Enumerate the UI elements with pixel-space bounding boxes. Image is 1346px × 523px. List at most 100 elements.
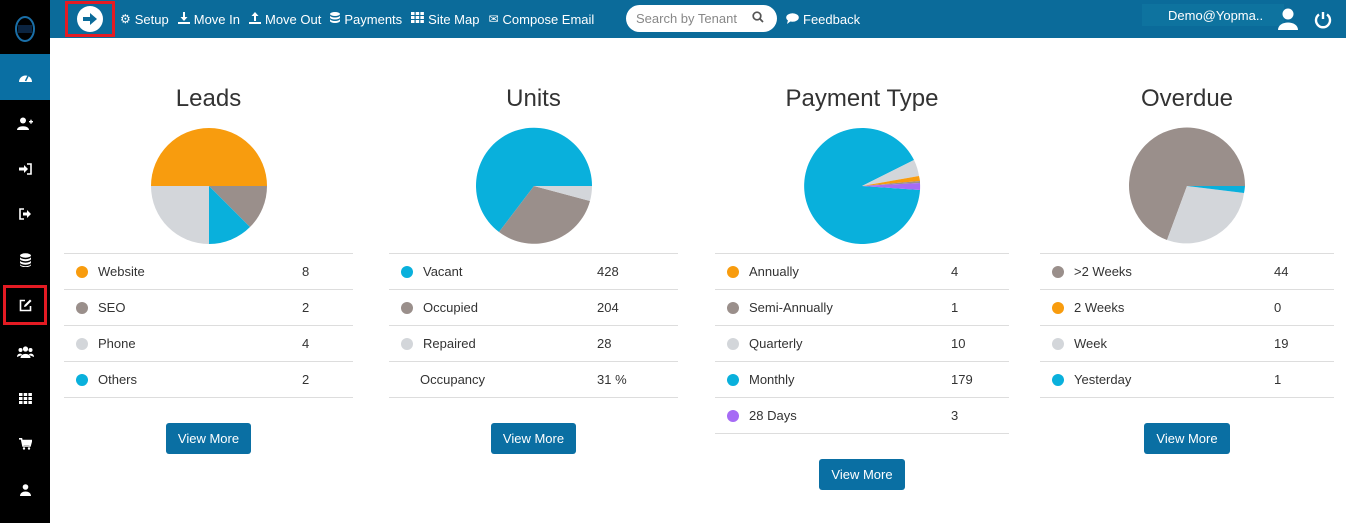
panel-title: Payment Type <box>785 85 939 112</box>
legend-row: Occupancy 31 % <box>389 362 678 398</box>
dashboard-icon <box>18 75 32 82</box>
user-email: Demo@Yopma.. <box>1168 7 1264 23</box>
legend-row: Repaired 28 <box>389 326 678 362</box>
sidebar-item-move-out[interactable] <box>0 191 50 237</box>
legend-dot <box>727 373 739 386</box>
grid-icon <box>411 12 425 26</box>
panel-title: Units <box>506 85 561 112</box>
power-icon[interactable] <box>1314 11 1332 29</box>
pie-slice-monthly <box>804 127 920 244</box>
units-legend: Vacant 428 Occupied 204 Repaired 28 Occupan… <box>389 253 678 398</box>
leads-legend: Website 8 SEO 2 Phone 4 Others 2 <box>64 253 353 398</box>
move-in-icon <box>177 11 190 27</box>
legend-row: Annually 4 <box>715 254 1009 290</box>
grid-icon <box>18 392 32 404</box>
navigate-button[interactable] <box>65 1 115 37</box>
nav-site-map[interactable]: Site Map <box>411 12 479 27</box>
nav-compose-email[interactable]: ✉ Compose Email <box>488 11 595 27</box>
top-nav: ⚙ Setup Move In Move Out Payments Site Ma… <box>120 0 603 38</box>
pie-slice-repaired <box>533 186 592 201</box>
users-icon <box>16 346 34 358</box>
add-user-icon <box>17 117 33 130</box>
units-panel: Units Vacant 428 Occupied 204 Repaired 28 O… <box>389 85 678 454</box>
legend-dot <box>727 337 739 350</box>
legend-dot <box>401 337 413 350</box>
edit-icon <box>19 299 31 311</box>
pie-slice-week <box>1167 186 1244 244</box>
legend-row: 2 Weeks 0 <box>1040 290 1334 326</box>
view-more-button[interactable]: View More <box>819 459 905 490</box>
view-more-button[interactable]: View More <box>490 423 577 454</box>
legend-dot <box>727 301 739 314</box>
legend-dot <box>1052 301 1064 314</box>
pie-slice-annually <box>862 176 920 186</box>
gear-icon: ⚙ <box>120 12 131 26</box>
sidebar-item-site-map[interactable] <box>0 375 50 421</box>
pie-slice-vacant <box>475 127 592 232</box>
panel-title: Leads <box>175 85 242 112</box>
legend-row: SEO 2 <box>64 290 353 326</box>
legend-dot <box>727 409 739 422</box>
legend-row: Week 19 <box>1040 326 1334 362</box>
sidebar-item-dashboard[interactable] <box>0 54 50 100</box>
legend-dot <box>401 265 413 278</box>
user-menu[interactable]: Demo@Yopma.. <box>1142 4 1284 26</box>
feedback-link[interactable]: Feedback <box>786 0 860 38</box>
arrow-right-circle-icon <box>77 6 103 32</box>
pie-slice-seo <box>208 186 267 227</box>
legend-dot <box>401 301 413 314</box>
view-more-button[interactable]: View More <box>1144 423 1230 454</box>
pie-slice-quarterly <box>862 160 919 186</box>
tenant-search <box>626 5 777 32</box>
legend-row: >2 Weeks 44 <box>1040 254 1334 290</box>
pie-slice-semi-annually <box>862 181 921 186</box>
legend-dot <box>76 373 88 386</box>
sidebar-item-payments[interactable] <box>0 237 50 283</box>
pie-slice-website <box>150 128 267 186</box>
legend-dot <box>727 265 739 278</box>
view-more-button[interactable]: View More <box>165 423 252 454</box>
logo-icon <box>15 16 35 42</box>
leads-panel: Leads Website 8 SEO 2 Phone 4 Others 2 View … <box>64 85 353 454</box>
comment-icon <box>786 12 799 27</box>
legend-row: Quarterly 10 <box>715 326 1009 362</box>
pie-slice-yesterday <box>1187 186 1245 193</box>
units-pie-chart <box>475 127 592 244</box>
pie-slice-occupied <box>498 186 590 244</box>
sidebar <box>0 0 50 523</box>
sidebar-item-add-user[interactable] <box>0 100 50 146</box>
pie-slice-28-days <box>862 183 921 190</box>
panel-title: Overdue <box>1140 85 1234 112</box>
top-bar: ⚙ Setup Move In Move Out Payments Site Ma… <box>50 0 1346 38</box>
legend-row: Vacant 428 <box>389 254 678 290</box>
search-icon[interactable] <box>752 11 764 26</box>
legend-dot <box>1052 337 1064 350</box>
legend-row: Website 8 <box>64 254 353 290</box>
legend-dot <box>76 265 88 278</box>
overdue-pie-chart <box>1129 127 1246 244</box>
database-icon <box>19 253 31 267</box>
legend-dot <box>76 337 88 350</box>
sidebar-item-store[interactable] <box>0 421 50 467</box>
legend-row: Phone 4 <box>64 326 353 362</box>
sign-in-icon <box>18 163 32 175</box>
sign-out-icon <box>18 208 31 220</box>
legend-dot <box>1052 265 1064 278</box>
nav-payments[interactable]: Payments <box>330 11 402 27</box>
search-input[interactable] <box>636 11 746 26</box>
legend-row: Yesterday 1 <box>1040 362 1334 398</box>
legend-row: Semi-Annually 1 <box>715 290 1009 326</box>
sidebar-item-move-in[interactable] <box>0 146 50 192</box>
leads-pie-chart <box>150 128 267 244</box>
sidebar-item-profile[interactable] <box>0 467 50 513</box>
nav-move-in[interactable]: Move In <box>177 11 240 27</box>
user-icon <box>19 484 31 496</box>
sidebar-item-compose[interactable] <box>3 285 47 325</box>
user-avatar-icon[interactable] <box>1278 8 1298 30</box>
legend-row: Occupied 204 <box>389 290 678 326</box>
nav-move-out[interactable]: Move Out <box>249 11 321 27</box>
pie-slice-over-2-weeks <box>1129 127 1246 240</box>
sidebar-item-tenants[interactable] <box>0 329 50 375</box>
database-icon <box>330 11 341 27</box>
nav-setup[interactable]: ⚙ Setup <box>120 11 169 27</box>
